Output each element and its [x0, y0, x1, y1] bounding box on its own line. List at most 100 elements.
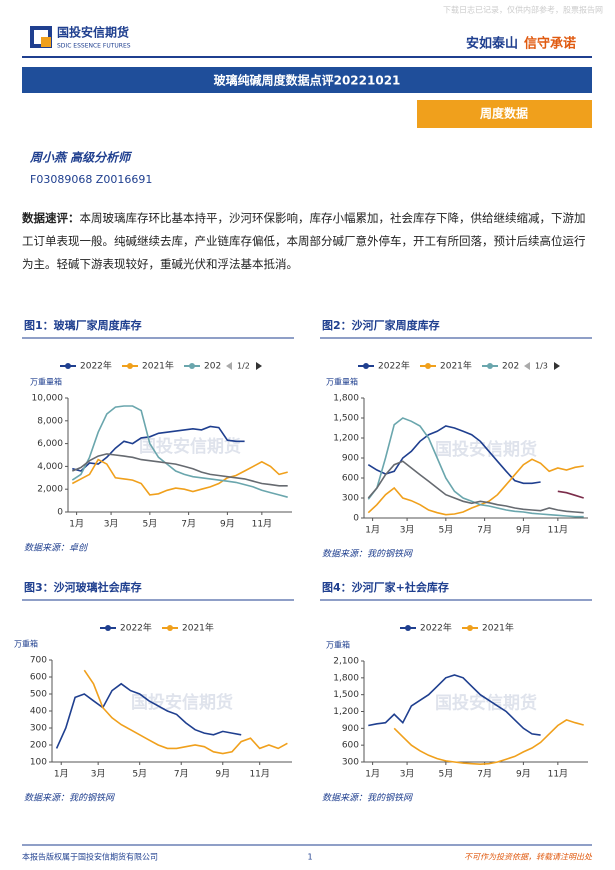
- y-tick-label: 8,000: [37, 416, 63, 426]
- x-tick-label: 9月: [220, 519, 235, 530]
- watermark: 国投安信期货: [435, 439, 537, 460]
- y-tick-label: 2,100: [333, 657, 359, 667]
- y-axis-label: 万重箱: [14, 639, 38, 649]
- y-tick-label: 4,000: [37, 462, 63, 472]
- legend-swatch-dot: [487, 363, 493, 369]
- logo-en: SDIC ESSENCE FUTURES: [57, 43, 131, 50]
- x-tick-label: 7月: [477, 525, 492, 536]
- y-tick-label: 100: [30, 758, 47, 768]
- legend-swatch-dot: [363, 363, 369, 369]
- legend-label: 2022年: [420, 622, 452, 634]
- y-tick-label: 300: [30, 724, 47, 734]
- source: 数据来源：卓创: [24, 543, 89, 554]
- legend-prev: [226, 362, 232, 370]
- summary: 数据速评：本周玻璃库存环比基本持平，沙河环保影响，库存小幅累加，社会库存下降，供…: [22, 207, 594, 276]
- x-tick-label: 5月: [438, 525, 453, 536]
- y-tick-label: 0: [57, 508, 63, 518]
- legend-label: 202: [204, 362, 221, 372]
- x-tick-label: 9月: [516, 769, 531, 780]
- y-tick-label: 2,000: [37, 485, 63, 495]
- x-tick-label: 1月: [69, 519, 84, 530]
- watermark: 国投安信期货: [139, 436, 241, 457]
- series-line: [557, 490, 584, 499]
- logo-cn: 国投安信期货: [57, 25, 129, 40]
- x-tick-label: 5月: [438, 769, 453, 780]
- x-tick-label: 7月: [181, 519, 196, 530]
- x-tick-label: 9月: [215, 769, 230, 780]
- x-tick-label: 5月: [142, 519, 157, 530]
- x-tick-label: 3月: [400, 525, 415, 536]
- legend-next: [554, 362, 560, 370]
- y-tick-label: 300: [342, 494, 359, 504]
- source: 数据来源：我的钢铁网: [322, 793, 413, 804]
- legend-swatch-dot: [425, 363, 431, 369]
- x-tick-label: 11月: [548, 525, 568, 536]
- chart-title: 图4：沙河厂家+社会库存: [322, 580, 449, 594]
- x-tick-label: 7月: [477, 769, 492, 780]
- x-tick-label: 3月: [91, 769, 106, 780]
- y-tick-label: 600: [30, 673, 47, 683]
- legend-swatch-dot: [65, 363, 71, 369]
- legend-swatch-dot: [105, 625, 111, 631]
- legend-swatch-dot: [467, 625, 473, 631]
- y-tick-label: 400: [30, 707, 47, 717]
- x-tick-label: 3月: [400, 769, 415, 780]
- legend-label: 202: [502, 362, 519, 372]
- x-tick-label: 3月: [104, 519, 119, 530]
- author-ids: F03089068 Z0016691: [30, 173, 152, 186]
- tag-box: [417, 100, 592, 128]
- x-tick-label: 9月: [516, 525, 531, 536]
- author-name: 周小燕 高级分析师: [29, 151, 133, 165]
- y-tick-label: 1,500: [333, 690, 359, 700]
- y-axis-label: 万重箱: [326, 640, 350, 650]
- y-tick-label: 1,500: [333, 414, 359, 424]
- footer-left: 本报告版权属于国投安信期货有限公司: [22, 852, 158, 862]
- x-tick-label: 11月: [548, 769, 568, 780]
- tag: 周度数据: [480, 106, 528, 121]
- page-number: 1: [307, 853, 312, 862]
- x-tick-label: 1月: [365, 769, 380, 780]
- series-line: [55, 682, 242, 749]
- series-line: [367, 458, 584, 516]
- legend-page: 1/3: [535, 362, 548, 371]
- report-title: 玻璃纯碱周度数据点评20221021: [214, 73, 401, 88]
- y-tick-label: 1,200: [333, 434, 359, 444]
- slogan: 安如泰山: [466, 36, 518, 52]
- chart-title: 图2：沙河厂家周度库存: [322, 318, 440, 332]
- legend-label: 2021年: [440, 360, 472, 372]
- x-tick-label: 1月: [54, 769, 69, 780]
- x-tick-label: 5月: [132, 769, 147, 780]
- chart-title: 图3：沙河玻璃社会库存: [24, 580, 142, 594]
- series-line: [71, 458, 288, 496]
- logo-icon-accent: [41, 37, 51, 47]
- x-tick-label: 11月: [249, 769, 269, 780]
- legend-label: 2022年: [120, 622, 152, 634]
- legend-swatch-dot: [189, 363, 195, 369]
- y-tick-label: 500: [30, 690, 47, 700]
- download-notice: 下载日志已记录，仅供内部参考，股票报告网: [443, 5, 603, 15]
- series-line: [367, 460, 584, 514]
- legend-page: 1/2: [237, 362, 250, 371]
- y-tick-label: 300: [342, 758, 359, 768]
- series-line: [368, 674, 541, 736]
- legend-label: 2022年: [80, 360, 112, 372]
- y-tick-label: 1,200: [333, 707, 359, 717]
- legend-next: [256, 362, 262, 370]
- watermark: 国投安信期货: [131, 692, 233, 713]
- y-axis-label: 万重量箱: [30, 377, 62, 387]
- slogan: 信守承诺: [524, 36, 576, 52]
- legend-label: 2022年: [378, 360, 410, 372]
- summary-text: 本周玻璃库存环比基本持平，沙河环保影响，库存小幅累加，社会库存下降，供给继续缩减…: [22, 211, 586, 271]
- y-tick-label: 1,800: [333, 394, 359, 404]
- legend-label: 2021年: [182, 622, 214, 634]
- series-line: [71, 405, 288, 498]
- y-tick-label: 6,000: [37, 439, 63, 449]
- x-tick-label: 7月: [174, 769, 189, 780]
- summary-label: 数据速评：: [22, 211, 80, 225]
- legend-label: 2021年: [482, 622, 514, 634]
- legend-swatch-dot: [127, 363, 133, 369]
- y-tick-label: 600: [342, 741, 359, 751]
- series-line: [83, 669, 288, 755]
